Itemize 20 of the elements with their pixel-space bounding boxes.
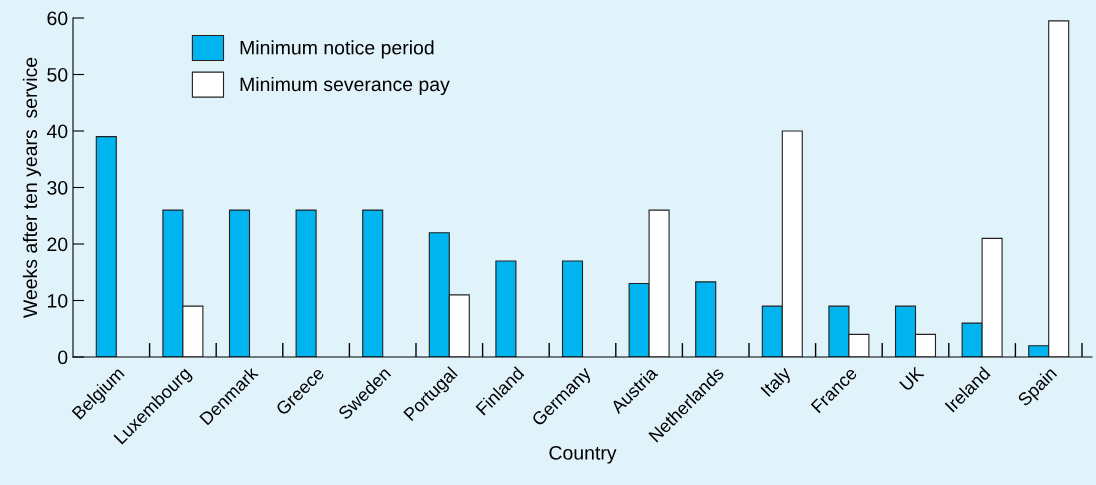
- x-tick-label: Italy: [760, 365, 795, 400]
- bar: [362, 209, 384, 357]
- bar: [228, 209, 251, 357]
- bar: [695, 281, 717, 357]
- x-axis-title: Country: [549, 445, 617, 464]
- y-tick-label: 60: [47, 11, 68, 26]
- legend-label: Minimum severance pay: [240, 76, 450, 96]
- y-tick-label: 30: [47, 180, 68, 195]
- y-tick-label: 20: [47, 237, 68, 252]
- x-tick-label: UK: [899, 365, 925, 392]
- y-axis-title: Weeks after ten years service: [22, 57, 41, 318]
- legend-label: Minimum notice period: [240, 40, 434, 59]
- bar: [295, 209, 317, 357]
- y-tick-label: 50: [47, 67, 68, 82]
- bar: [495, 260, 517, 357]
- y-tick-label: 10: [48, 293, 68, 308]
- bar: [561, 260, 584, 357]
- bar: [95, 136, 117, 357]
- y-tick-label: 0: [58, 350, 68, 365]
- y-tick-label: 40: [46, 124, 68, 139]
